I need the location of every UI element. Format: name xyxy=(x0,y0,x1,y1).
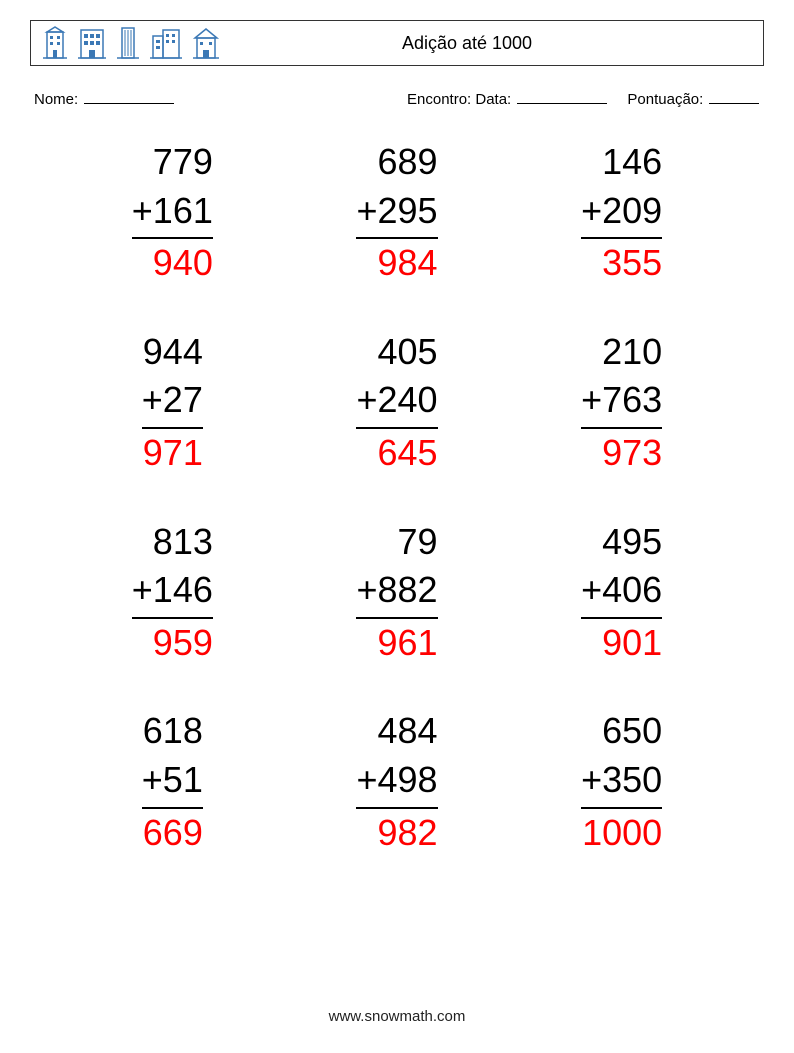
addend-top: 79 xyxy=(356,518,437,567)
building-icon xyxy=(115,26,141,60)
score-blank[interactable] xyxy=(709,88,759,104)
addend-bottom: +498 xyxy=(356,756,437,809)
building-icons xyxy=(41,26,221,60)
problem: 484+498 982 xyxy=(285,707,510,857)
addend-top: 689 xyxy=(356,138,437,187)
addend-bottom: +161 xyxy=(132,187,213,240)
answer: 959 xyxy=(132,619,213,668)
problem: 146+209 355 xyxy=(509,138,734,288)
addend-bottom: +763 xyxy=(581,376,662,429)
header-bar: Adição até 1000 xyxy=(30,20,764,66)
addend-bottom: +240 xyxy=(356,376,437,429)
addend-top: 650 xyxy=(581,707,662,756)
answer: 940 xyxy=(132,239,213,288)
answer: 961 xyxy=(356,619,437,668)
addend-top: 779 xyxy=(132,138,213,187)
addend-bottom: +350 xyxy=(581,756,662,809)
answer: 355 xyxy=(581,239,662,288)
addend-top: 405 xyxy=(356,328,437,377)
date-label: Encontro: Data: xyxy=(407,91,511,108)
addend-top: 813 xyxy=(132,518,213,567)
building-icon xyxy=(41,26,69,60)
answer: 669 xyxy=(142,809,203,858)
building-icon xyxy=(77,26,107,60)
problem: 405+240 645 xyxy=(285,328,510,478)
addend-top: 484 xyxy=(356,707,437,756)
score-label: Pontuação: xyxy=(627,91,703,108)
name-label: Nome: xyxy=(34,91,78,108)
answer: 982 xyxy=(356,809,437,858)
addend-bottom: +146 xyxy=(132,566,213,619)
building-icon xyxy=(149,26,183,60)
addend-top: 944 xyxy=(142,328,203,377)
name-blank[interactable] xyxy=(84,88,174,104)
addend-bottom: +27 xyxy=(142,376,203,429)
addend-top: 618 xyxy=(142,707,203,756)
problem: 210+763 973 xyxy=(509,328,734,478)
footer-url: www.snowmath.com xyxy=(0,1008,794,1025)
addend-bottom: +209 xyxy=(581,187,662,240)
addend-bottom: +406 xyxy=(581,566,662,619)
addend-top: 146 xyxy=(581,138,662,187)
answer: 1000 xyxy=(581,809,662,858)
problem: 813+146 959 xyxy=(60,518,285,668)
answer: 973 xyxy=(581,429,662,478)
date-blank[interactable] xyxy=(517,88,607,104)
building-icon xyxy=(191,26,221,60)
meta-row: Nome: Encontro: Data: Pontuação: xyxy=(30,88,764,108)
addend-bottom: +882 xyxy=(356,566,437,619)
problem: 689+295 984 xyxy=(285,138,510,288)
answer: 984 xyxy=(356,239,437,288)
addend-top: 210 xyxy=(581,328,662,377)
problem-grid: 779+161 940 689+295 984 146+209 355944+2… xyxy=(30,138,764,857)
worksheet-title: Adição até 1000 xyxy=(221,33,753,54)
problem: 618+51669 xyxy=(60,707,285,857)
answer: 645 xyxy=(356,429,437,478)
problem: 495+406 901 xyxy=(509,518,734,668)
answer: 901 xyxy=(581,619,662,668)
addend-bottom: +51 xyxy=(142,756,203,809)
addend-top: 495 xyxy=(581,518,662,567)
problem: 944+27971 xyxy=(60,328,285,478)
problem: 650+3501000 xyxy=(509,707,734,857)
answer: 971 xyxy=(142,429,203,478)
problem: 79+882 961 xyxy=(285,518,510,668)
addend-bottom: +295 xyxy=(356,187,437,240)
problem: 779+161 940 xyxy=(60,138,285,288)
